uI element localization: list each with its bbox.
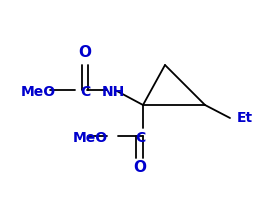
Text: O: O [133,161,147,176]
Text: C: C [80,85,90,99]
Text: NH: NH [101,85,125,99]
Text: Et: Et [237,111,253,125]
Text: MeO: MeO [72,131,108,145]
Text: C: C [135,131,145,145]
Text: O: O [79,45,91,59]
Text: MeO: MeO [20,85,56,99]
